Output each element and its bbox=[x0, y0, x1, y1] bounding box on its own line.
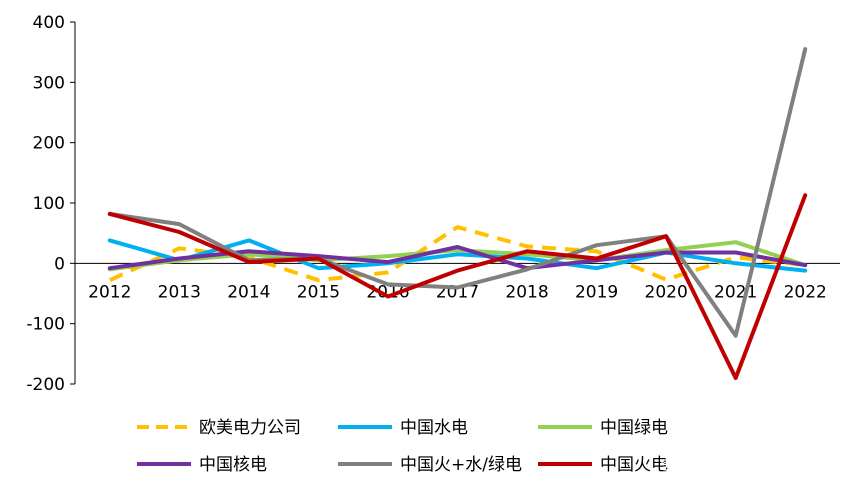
y-tick-label: 200 bbox=[33, 134, 65, 154]
y-tick-label: 300 bbox=[33, 73, 65, 93]
x-axis-ticks: 2012 2013 2014 2015 2016 2017 2018 2019 2020 2021… bbox=[88, 282, 827, 302]
y-tick-label: 100 bbox=[33, 194, 65, 214]
series-line-5 bbox=[107, 193, 808, 380]
x-tick-label: 2015 bbox=[297, 282, 340, 302]
legend-label-4: 中国火+水/绿电 bbox=[400, 455, 522, 475]
x-tick-label: 2022 bbox=[784, 282, 827, 302]
legend-label-1: 中国水电 bbox=[400, 418, 468, 438]
y-axis-ticks: 400 300 200 100 0 -100 -200 bbox=[26, 13, 75, 395]
x-tick-label: 2021 bbox=[714, 282, 757, 302]
legend-label-2: 中国绿电 bbox=[600, 418, 668, 438]
y-tick-label: -200 bbox=[26, 375, 65, 395]
legend-label-3: 中国核电 bbox=[199, 455, 267, 475]
series-lines bbox=[107, 47, 808, 380]
legend-label-5: 中国火电 bbox=[600, 455, 668, 475]
x-tick-label: 2013 bbox=[158, 282, 201, 302]
y-tick-label: 400 bbox=[33, 13, 65, 33]
watermark-text: 雪球：清风入海 bbox=[660, 455, 793, 477]
x-tick-label: 2019 bbox=[575, 282, 618, 302]
x-tick-label: 2020 bbox=[645, 282, 688, 302]
x-tick-label: 2014 bbox=[227, 282, 270, 302]
x-tick-label: 2012 bbox=[88, 282, 131, 302]
legend-label-0: 欧美电力公司 bbox=[199, 418, 301, 438]
series-line-2 bbox=[107, 240, 808, 272]
x-tick-label: 2018 bbox=[505, 282, 548, 302]
axes bbox=[74, 22, 840, 384]
series-line-4 bbox=[107, 47, 808, 338]
y-tick-label: 0 bbox=[54, 254, 65, 274]
y-tick-label: -100 bbox=[26, 315, 65, 335]
x-tick-label: 2016 bbox=[366, 282, 409, 302]
